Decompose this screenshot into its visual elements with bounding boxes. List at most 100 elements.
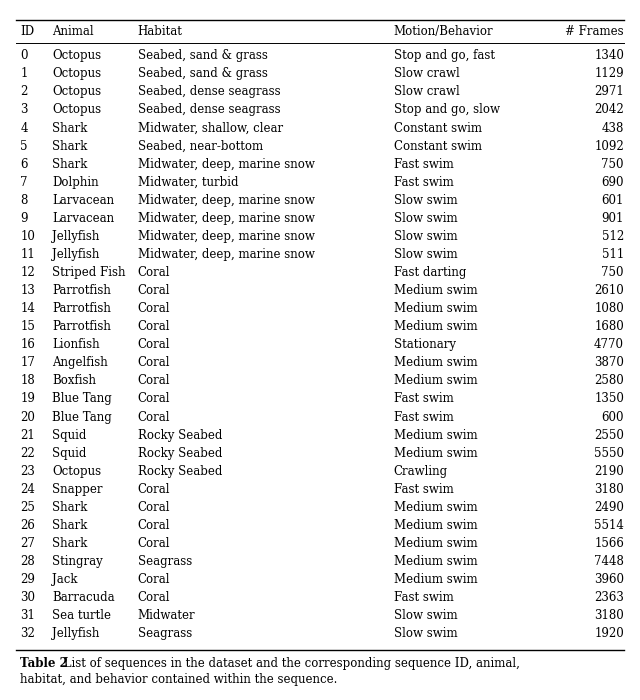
Text: Medium swim: Medium swim [394, 519, 477, 532]
Text: Dolphin: Dolphin [52, 176, 99, 189]
Text: Sea turtle: Sea turtle [52, 609, 111, 622]
Text: Blue Tang: Blue Tang [52, 410, 112, 424]
Text: Stingray: Stingray [52, 555, 103, 568]
Text: Larvacean: Larvacean [52, 212, 115, 225]
Text: 2042: 2042 [595, 104, 624, 116]
Text: 29: 29 [20, 573, 35, 586]
Text: # Frames: # Frames [565, 25, 624, 38]
Text: 3180: 3180 [595, 483, 624, 496]
Text: 1080: 1080 [595, 302, 624, 315]
Text: 5: 5 [20, 139, 28, 153]
Text: 3870: 3870 [594, 356, 624, 370]
Text: Shark: Shark [52, 139, 88, 153]
Text: Coral: Coral [138, 266, 170, 279]
Text: 21: 21 [20, 428, 35, 442]
Text: Fast swim: Fast swim [394, 410, 453, 424]
Text: 20: 20 [20, 410, 35, 424]
Text: Midwater, turbid: Midwater, turbid [138, 176, 238, 189]
Text: Boxfish: Boxfish [52, 374, 97, 387]
Text: Midwater, deep, marine snow: Midwater, deep, marine snow [138, 194, 314, 206]
Text: Parrotfish: Parrotfish [52, 284, 111, 297]
Text: Snapper: Snapper [52, 483, 103, 496]
Text: Slow swim: Slow swim [394, 609, 457, 622]
Text: Coral: Coral [138, 393, 170, 405]
Text: Parrotfish: Parrotfish [52, 320, 111, 333]
Text: 901: 901 [602, 212, 624, 225]
Text: Fast swim: Fast swim [394, 158, 453, 171]
Text: Slow swim: Slow swim [394, 627, 457, 640]
Text: 7: 7 [20, 176, 28, 189]
Text: Medium swim: Medium swim [394, 537, 477, 550]
Text: Constant swim: Constant swim [394, 139, 482, 153]
Text: 2: 2 [20, 85, 28, 99]
Text: Coral: Coral [138, 410, 170, 424]
Text: 5514: 5514 [594, 519, 624, 532]
Text: 690: 690 [602, 176, 624, 189]
Text: 18: 18 [20, 374, 35, 387]
Text: 2580: 2580 [595, 374, 624, 387]
Text: Slow swim: Slow swim [394, 248, 457, 261]
Text: habitat, and behavior contained within the sequence.: habitat, and behavior contained within t… [20, 673, 338, 685]
Text: Medium swim: Medium swim [394, 356, 477, 370]
Text: Octopus: Octopus [52, 104, 102, 116]
Text: 31: 31 [20, 609, 35, 622]
Text: Seabed, sand & grass: Seabed, sand & grass [138, 67, 268, 80]
Text: Slow swim: Slow swim [394, 212, 457, 225]
Text: 14: 14 [20, 302, 35, 315]
Text: Motion/Behavior: Motion/Behavior [394, 25, 493, 38]
Text: 3: 3 [20, 104, 28, 116]
Text: Midwater: Midwater [138, 609, 195, 622]
Text: Shark: Shark [52, 122, 88, 134]
Text: Fast swim: Fast swim [394, 591, 453, 604]
Text: Jellyfish: Jellyfish [52, 627, 100, 640]
Text: Squid: Squid [52, 447, 87, 460]
Text: Shark: Shark [52, 158, 88, 171]
Text: Medium swim: Medium swim [394, 320, 477, 333]
Text: Angelfish: Angelfish [52, 356, 108, 370]
Text: Coral: Coral [138, 356, 170, 370]
Text: Coral: Coral [138, 483, 170, 496]
Text: 5550: 5550 [594, 447, 624, 460]
Text: Coral: Coral [138, 320, 170, 333]
Text: 4: 4 [20, 122, 28, 134]
Text: 1: 1 [20, 67, 28, 80]
Text: Rocky Seabed: Rocky Seabed [138, 428, 222, 442]
Text: 13: 13 [20, 284, 35, 297]
Text: 17: 17 [20, 356, 35, 370]
Text: 30: 30 [20, 591, 35, 604]
Text: 750: 750 [602, 158, 624, 171]
Text: Fast swim: Fast swim [394, 483, 453, 496]
Text: 1129: 1129 [595, 67, 624, 80]
Text: 15: 15 [20, 320, 35, 333]
Text: Jellyfish: Jellyfish [52, 248, 100, 261]
Text: 25: 25 [20, 500, 35, 514]
Text: 19: 19 [20, 393, 35, 405]
Text: Seagrass: Seagrass [138, 555, 192, 568]
Text: Medium swim: Medium swim [394, 573, 477, 586]
Text: Stop and go, fast: Stop and go, fast [394, 49, 495, 62]
Text: Habitat: Habitat [138, 25, 182, 38]
Text: Larvacean: Larvacean [52, 194, 115, 206]
Text: Seabed, sand & grass: Seabed, sand & grass [138, 49, 268, 62]
Text: 16: 16 [20, 338, 35, 351]
Text: 32: 32 [20, 627, 35, 640]
Text: Slow crawl: Slow crawl [394, 67, 460, 80]
Text: 1340: 1340 [594, 49, 624, 62]
Text: Midwater, deep, marine snow: Midwater, deep, marine snow [138, 230, 314, 243]
Text: Coral: Coral [138, 374, 170, 387]
Text: Shark: Shark [52, 500, 88, 514]
Text: Shark: Shark [52, 537, 88, 550]
Text: Lionfish: Lionfish [52, 338, 100, 351]
Text: Coral: Coral [138, 338, 170, 351]
Text: Striped Fish: Striped Fish [52, 266, 126, 279]
Text: 9: 9 [20, 212, 28, 225]
Text: Medium swim: Medium swim [394, 284, 477, 297]
Text: Slow swim: Slow swim [394, 230, 457, 243]
Text: Medium swim: Medium swim [394, 447, 477, 460]
Text: 3960: 3960 [594, 573, 624, 586]
Text: 1092: 1092 [595, 139, 624, 153]
Text: 2190: 2190 [595, 465, 624, 477]
Text: Seabed, near-bottom: Seabed, near-bottom [138, 139, 263, 153]
Text: Octopus: Octopus [52, 49, 102, 62]
Text: Crawling: Crawling [394, 465, 448, 477]
